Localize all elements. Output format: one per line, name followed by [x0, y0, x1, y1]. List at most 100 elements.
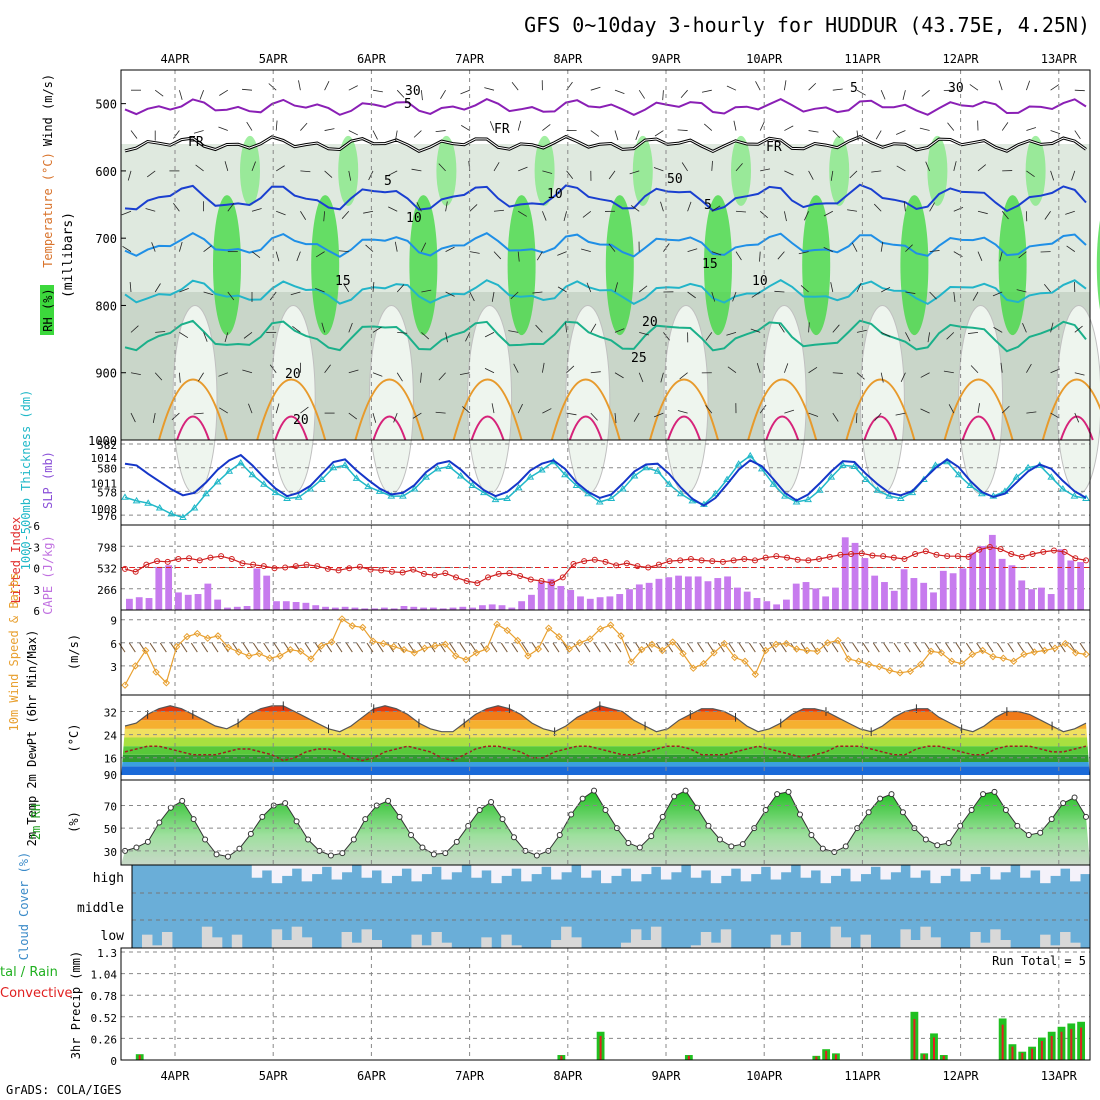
temp-contour-30	[372, 415, 407, 441]
precip-convective-bar	[1080, 1027, 1083, 1060]
wind10m-point	[1082, 650, 1090, 659]
wind-barb	[542, 170, 553, 174]
cape-bar	[724, 576, 731, 610]
wind-barb	[581, 248, 591, 253]
rh2m-point	[213, 851, 220, 858]
wind-barb	[871, 170, 882, 173]
wind10m-point	[141, 646, 150, 655]
cloud-low-cell	[780, 945, 792, 948]
wind-barb	[413, 130, 422, 138]
wind-barb	[151, 242, 156, 252]
wind10m-barb	[676, 642, 684, 653]
wind-barb	[999, 251, 1003, 262]
wind-barb	[856, 372, 865, 380]
rh-moist-column	[311, 195, 340, 336]
lifted-index-point	[591, 556, 598, 563]
rh2m-point	[716, 836, 723, 843]
cape-panel	[121, 525, 1090, 610]
thickness-point	[225, 467, 234, 474]
lifted-index-point	[186, 555, 193, 562]
precip-convective-bar	[138, 1055, 141, 1060]
temp2m-band	[121, 720, 1090, 729]
pressure-tick: 900	[95, 367, 117, 381]
wind-barb	[121, 210, 132, 216]
wind-barb	[614, 372, 624, 379]
lifted-index-point	[816, 556, 823, 562]
cape-bar	[861, 558, 869, 610]
temp-contour-25	[943, 378, 1014, 441]
wind10m-unit: (m/s)	[67, 634, 81, 670]
wind-barb	[880, 372, 884, 383]
wind-barb	[774, 290, 785, 293]
wind10m-tick: 3	[110, 661, 117, 674]
wind10m-panel	[118, 610, 1090, 695]
rh-moist-column	[409, 195, 438, 336]
wind10m-barb	[1079, 642, 1087, 653]
cloud-high-cell	[601, 865, 612, 884]
cloud-high-cell	[1070, 865, 1081, 882]
wind-barb	[130, 130, 138, 139]
rh2m-point	[224, 853, 231, 860]
rh2m-point	[408, 832, 415, 838]
wind10m-point	[369, 637, 377, 645]
wind-barb	[1074, 89, 1085, 92]
wind10m-point	[968, 650, 977, 659]
wind-barb	[469, 291, 475, 302]
wind-barb	[146, 170, 156, 178]
lifted-index-point	[453, 574, 460, 581]
contour-label: 30	[948, 81, 964, 96]
date-label-bottom: 5APR	[259, 1069, 289, 1083]
rh2m-point	[1071, 794, 1078, 801]
rh-moist-column	[998, 195, 1027, 336]
thickness-point	[468, 481, 477, 488]
wind10m-point	[183, 632, 191, 641]
cape-bar	[243, 606, 251, 610]
wind-barb	[687, 201, 692, 212]
rh2m-point	[293, 818, 300, 825]
wind-barb	[832, 88, 843, 91]
cape-bar	[890, 590, 898, 610]
temp-contour-15	[124, 278, 1087, 306]
contour-label: FR	[188, 135, 204, 150]
rh-dry-column	[565, 304, 611, 495]
wind10m-point	[121, 681, 129, 689]
wind-barb	[705, 332, 713, 341]
lifted-index-point	[271, 565, 278, 572]
lifted-index-point	[602, 558, 609, 565]
thickness-point	[711, 489, 720, 497]
cape-bar	[1028, 589, 1035, 610]
lifted-index-point	[143, 561, 150, 568]
thickness-point	[433, 464, 442, 472]
wind-barb	[388, 206, 398, 212]
wind-barb	[465, 332, 471, 342]
wind-barb	[1043, 283, 1051, 293]
wind-barb	[881, 332, 891, 337]
cape-bar	[322, 606, 329, 610]
precip-convective-bar	[1011, 1046, 1014, 1060]
wind-barb	[784, 409, 795, 414]
lifted-index-point	[655, 561, 662, 568]
wind-barb	[461, 125, 471, 131]
thickness-point	[329, 463, 338, 471]
wind10m-point	[885, 666, 894, 675]
wind-barb	[343, 283, 350, 293]
wind-barb	[808, 82, 817, 91]
wind-barb	[851, 242, 858, 252]
contour-label: 10	[547, 187, 563, 202]
date-label-top: 13APR	[1041, 52, 1078, 66]
rh-moist-column	[900, 195, 929, 336]
precip-convective-bar	[913, 1019, 916, 1060]
wind10m-point	[534, 645, 543, 653]
cloud-low-cell	[900, 929, 911, 948]
lifted-index-point	[420, 570, 427, 577]
wind-barb	[372, 326, 382, 333]
thickness-point	[514, 483, 523, 491]
wind-barb	[435, 411, 446, 414]
cape-bar	[537, 582, 545, 610]
contour-label: 50	[667, 172, 683, 187]
wind10m-barb	[604, 642, 612, 653]
wind-barb	[929, 250, 940, 253]
rh-dry-column	[270, 304, 316, 495]
cape-bar	[939, 570, 947, 610]
wind-barb	[566, 170, 574, 180]
